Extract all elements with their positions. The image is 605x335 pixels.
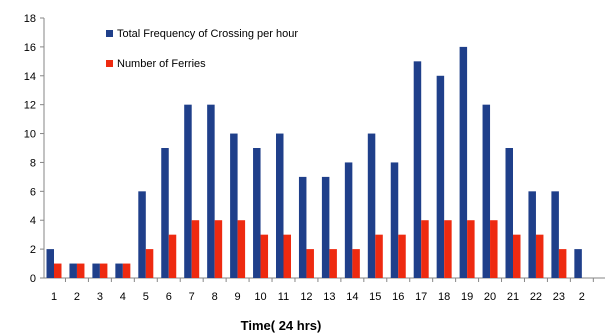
y-tick-label: 10 — [24, 129, 36, 141]
bar-total-frequency-13 — [321, 176, 330, 278]
bar-total-frequency-4 — [115, 263, 123, 278]
bar-number-of-ferries-5 — [145, 249, 154, 278]
bar-total-frequency-16 — [390, 162, 399, 278]
x-tick-label: 8 — [212, 291, 218, 303]
x-tick-label: 7 — [189, 291, 195, 303]
x-tick-label: 19 — [461, 291, 473, 303]
y-tick-label: 14 — [24, 71, 36, 83]
x-tick-label: 10 — [254, 291, 266, 303]
bar-number-of-ferries-19 — [467, 220, 475, 278]
y-tick-label: 16 — [24, 42, 36, 54]
bar-number-of-ferries-22 — [535, 234, 544, 278]
bar-number-of-ferries-14 — [352, 249, 360, 278]
x-tick-label: 15 — [369, 291, 381, 303]
bar-number-of-ferries-2 — [76, 263, 85, 278]
bar-number-of-ferries-3 — [99, 263, 108, 278]
bar-number-of-ferries-16 — [398, 234, 406, 278]
x-tick-label: 9 — [235, 291, 241, 303]
legend-swatch-number-of-ferries — [106, 60, 113, 67]
x-tick-label: 1 — [51, 291, 57, 303]
x-tick-label: 20 — [484, 291, 496, 303]
x-tick-label: 14 — [346, 291, 358, 303]
x-tick-label: 23 — [553, 291, 565, 303]
y-tick-label: 12 — [24, 100, 36, 112]
bar-total-frequency-19 — [459, 46, 468, 279]
x-tick-label: 2 — [74, 291, 80, 303]
bar-number-of-ferries-8 — [214, 220, 223, 278]
bar-number-of-ferries-13 — [329, 249, 337, 278]
legend-label-total-frequency: Total Frequency of Crossing per hour — [117, 28, 298, 40]
x-tick-label: 2 — [579, 291, 585, 303]
bar-number-of-ferries-21 — [513, 234, 521, 278]
bar-total-frequency-5 — [138, 191, 146, 278]
bar-total-frequency-9 — [230, 133, 238, 278]
x-tick-label: 21 — [507, 291, 519, 303]
y-tick-label: 0 — [30, 273, 36, 285]
x-axis-title: Time( 24 hrs) — [241, 318, 322, 333]
bar-total-frequency-14 — [344, 162, 353, 278]
bar-number-of-ferries-12 — [306, 249, 314, 278]
bar-total-frequency-3 — [92, 263, 100, 278]
bar-total-frequency-6 — [161, 148, 169, 278]
legend-label-number-of-ferries: Number of Ferries — [117, 58, 206, 70]
x-tick-label: 12 — [300, 291, 312, 303]
x-tick-label: 6 — [166, 291, 172, 303]
x-tick-label: 16 — [392, 291, 404, 303]
bar-number-of-ferries-15 — [375, 234, 383, 278]
bar-total-frequency-24 — [574, 249, 582, 278]
bars — [46, 46, 582, 279]
y-tick-label: 4 — [30, 215, 36, 227]
x-tick-label: 17 — [415, 291, 427, 303]
bar-number-of-ferries-23 — [558, 249, 567, 278]
bar-number-of-ferries-9 — [237, 220, 246, 278]
legend-swatch-total-frequency — [106, 30, 113, 37]
y-tick-label: 18 — [24, 13, 36, 25]
bar-number-of-ferries-6 — [168, 234, 177, 278]
x-tick-label: 11 — [278, 291, 289, 303]
x-tick-label: 18 — [438, 291, 450, 303]
bar-total-frequency-20 — [482, 104, 491, 279]
bar-total-frequency-22 — [528, 191, 536, 278]
bar-number-of-ferries-20 — [490, 220, 498, 278]
bar-number-of-ferries-11 — [283, 234, 291, 278]
bar-total-frequency-1 — [46, 249, 54, 278]
y-axis: 0 2 4 6 8 10 12 14 16 18 — [24, 13, 45, 285]
bar-number-of-ferries-1 — [54, 263, 62, 278]
bar-total-frequency-15 — [367, 133, 376, 278]
bar-number-of-ferries-7 — [191, 220, 200, 278]
bar-total-frequency-10 — [253, 148, 261, 278]
legend: Total Frequency of Crossing per hour Num… — [106, 28, 298, 70]
y-tick-label: 6 — [30, 186, 36, 198]
bar-total-frequency-12 — [298, 176, 307, 278]
x-axis: 1 2 3 4 5 6 7 8 9 10 11 12 13 14 15 16 17 18 19 20 21 22 23 2 — [44, 277, 605, 303]
bar-total-frequency-18 — [436, 75, 445, 279]
bar-number-of-ferries-18 — [444, 220, 452, 278]
bar-total-frequency-21 — [505, 148, 513, 278]
bar-total-frequency-17 — [413, 61, 422, 279]
bar-number-of-ferries-4 — [122, 263, 131, 278]
y-tick-label: 8 — [30, 157, 36, 169]
bar-total-frequency-7 — [184, 104, 192, 279]
x-tick-label: 22 — [530, 291, 542, 303]
bar-total-frequency-8 — [207, 104, 215, 279]
x-tick-label: 13 — [323, 291, 335, 303]
x-tick-label: 5 — [143, 291, 149, 303]
y-tick-label: 2 — [30, 244, 36, 256]
x-tick-label: 4 — [120, 291, 126, 303]
bar-number-of-ferries-17 — [421, 220, 429, 278]
bar-number-of-ferries-10 — [260, 234, 269, 278]
x-tick-label: 3 — [97, 291, 103, 303]
bar-total-frequency-23 — [551, 191, 559, 278]
bar-total-frequency-11 — [276, 133, 284, 278]
bar-total-frequency-2 — [69, 263, 77, 278]
